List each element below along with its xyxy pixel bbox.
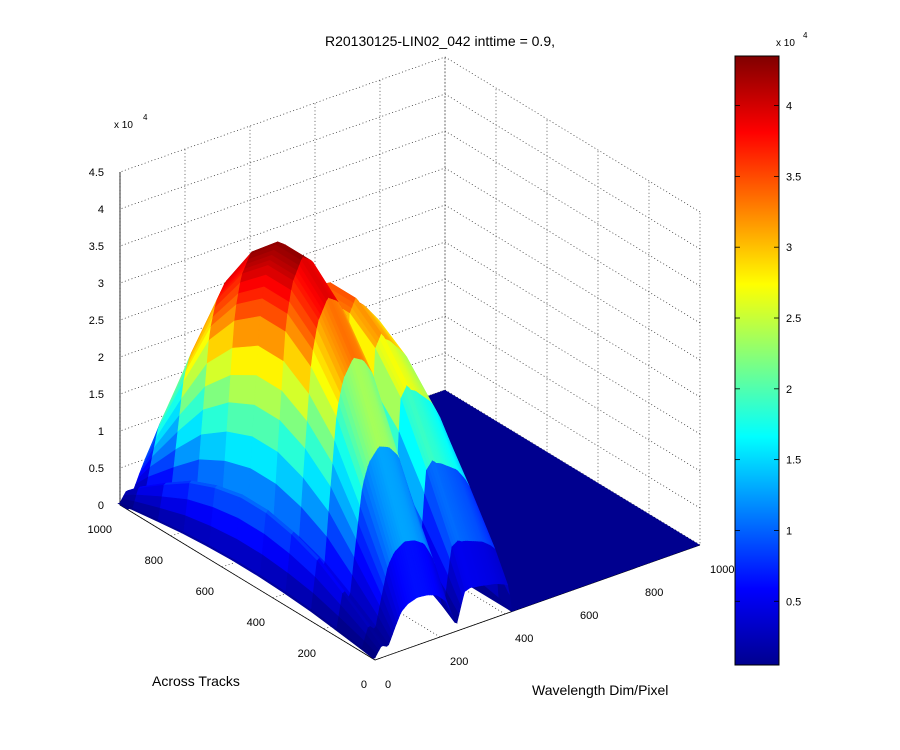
surface-plot: [117, 241, 700, 659]
grid-line: [119, 167, 701, 324]
colorbar-tick-label: 3: [786, 242, 792, 254]
colorbar-tick-label: 1: [786, 525, 792, 537]
y-tick-label: 200: [298, 648, 316, 660]
z-tick-label: 4.5: [89, 167, 104, 179]
z-tick-label: 0: [98, 500, 104, 512]
grid-line: [119, 315, 701, 472]
x-tick-label: 200: [450, 656, 468, 668]
grid-line: [119, 130, 701, 287]
x-tick-label: 600: [580, 610, 598, 622]
surface-patch: [232, 316, 261, 349]
x-tick-label: 400: [515, 633, 533, 645]
z-tick-label: 1.5: [89, 389, 104, 401]
grid-line: [119, 241, 701, 398]
z-tick-label: 3: [98, 278, 104, 290]
y-tick-label: 800: [145, 555, 163, 567]
y-tick-label: 400: [247, 617, 265, 629]
colorbar-tick-label: 2.5: [786, 313, 801, 325]
y-axis-label: Across Tracks: [152, 673, 240, 689]
grid-line: [119, 93, 701, 250]
surface-patch: [359, 647, 376, 659]
z-tick-label: 0.5: [89, 463, 104, 475]
surface-patch: [226, 402, 255, 438]
surface-patch: [230, 345, 259, 376]
y-tick-label: 1000: [88, 524, 112, 536]
colorbar-exponent-base: x 10: [776, 38, 795, 49]
z-exponent-power: 4: [143, 113, 148, 122]
z-tick-label: 4: [98, 204, 104, 216]
axis-line: [119, 504, 376, 661]
x-axis-label: Wavelength Dim/Pixel: [532, 682, 668, 698]
chart-title: R20130125-LIN02_042 inttime = 0.9,: [325, 33, 555, 49]
z-exponent-base: x 10: [114, 120, 133, 131]
z-tick-label: 2: [98, 352, 104, 364]
grid-line: [119, 56, 701, 213]
x-tick-label: 1000: [710, 564, 734, 576]
x-tick-label: 0: [385, 679, 391, 691]
z-tick-label: 2.5: [89, 315, 104, 327]
surface-patch: [228, 374, 257, 406]
axis-ticks: 0 0.5 1 1.5 2 2.5 3 3.5 4 4.5 0 200 400 600 800 1000 0 20…: [88, 167, 735, 691]
colorbar-tick-label: 4: [786, 101, 792, 113]
z-tick-label: 3.5: [89, 241, 104, 253]
colorbar-ticks: 0.5 1 1.5 2 2.5 3 3.5 4: [735, 101, 801, 608]
colorbar-tick-label: 0.5: [786, 596, 801, 608]
surface-patch: [199, 431, 228, 462]
colorbar-tick-label: 2: [786, 384, 792, 396]
y-tick-label: 0: [361, 679, 367, 691]
colorbar-tick-label: 1.5: [786, 455, 801, 467]
x-tick-label: 800: [645, 587, 663, 599]
z-tick-label: 1: [98, 426, 104, 438]
colorbar-exponent-power: 4: [803, 31, 808, 40]
colorbar: [734, 55, 780, 666]
colorbar-tick-label: 3.5: [786, 171, 801, 183]
y-tick-label: 600: [196, 586, 214, 598]
